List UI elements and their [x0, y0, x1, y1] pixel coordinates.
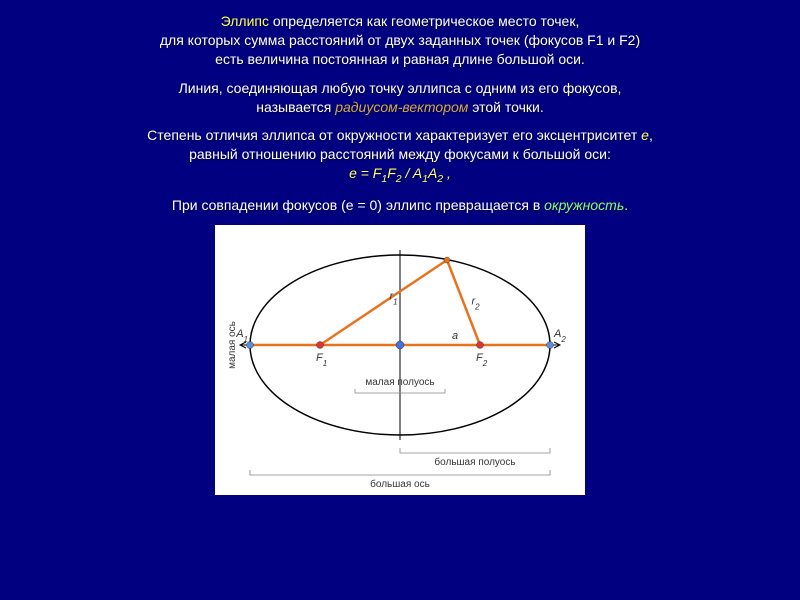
diagram-container: F1F2A1A2r1r2aмалая осьмалая полуосьбольш… [28, 225, 772, 495]
p2-line1: Линия, соединяющая любую точку эллипса с… [28, 79, 772, 98]
p3-line1: Степень отличия эллипса от окружности ха… [28, 126, 772, 145]
term-e: е [641, 127, 649, 143]
formula: e = F1F2 / A1A2 , [28, 164, 772, 186]
p2-line2: называется радиусом-вектором этой точки. [28, 98, 772, 117]
fc: F [387, 165, 396, 181]
fi: , [443, 165, 451, 181]
p4-line1: При совпадении фокусов (е = 0) эллипс пр… [28, 196, 772, 215]
p3-line2: равный отношению расстояний между фокуса… [28, 145, 772, 164]
svg-text:малая полуось: малая полуось [365, 377, 434, 388]
fe: / A [402, 165, 423, 181]
svg-text:A2: A2 [553, 328, 566, 344]
p4-a: При совпадении фокусов (е = 0) эллипс пр… [172, 197, 544, 213]
svg-text:F1: F1 [316, 352, 327, 368]
ellipse-diagram: F1F2A1A2r1r2aмалая осьмалая полуосьбольш… [215, 225, 585, 495]
p3-c: , [649, 127, 653, 143]
p1-line3: есть величина постоянная и равная длине … [28, 50, 772, 69]
p1-line1: Эллипс определяется как геометрическое м… [28, 12, 772, 31]
fa: e = F [349, 165, 381, 181]
term-radius-vector: радиусом-вектором [335, 99, 468, 115]
svg-text:r2: r2 [472, 296, 481, 312]
p1-line2: для которых сумма расстояний от двух зад… [28, 31, 772, 50]
paragraph-1: Эллипс определяется как геометрическое м… [28, 12, 772, 69]
p4-c: . [624, 197, 628, 213]
svg-text:F2: F2 [476, 352, 488, 368]
p2-b: называется [256, 99, 335, 115]
p3-a: Степень отличия эллипса от окружности ха… [147, 127, 641, 143]
p2-d: этой точки. [468, 99, 543, 115]
slide: Эллипс определяется как геометрическое м… [0, 0, 800, 600]
ellipse-svg: F1F2A1A2r1r2aмалая осьмалая полуосьбольш… [215, 225, 585, 495]
p1-line1-rest: определяется как геометрическое место то… [269, 13, 579, 29]
term-ellipse: Эллипс [221, 13, 269, 29]
svg-text:a: a [452, 330, 458, 342]
paragraph-4: При совпадении фокусов (е = 0) эллипс пр… [28, 196, 772, 215]
svg-text:большая ось: большая ось [370, 478, 430, 490]
paragraph-2: Линия, соединяющая любую точку эллипса с… [28, 79, 772, 117]
paragraph-3: Степень отличия эллипса от окружности ха… [28, 126, 772, 186]
term-circle: окружность [544, 197, 624, 213]
fg: A [428, 165, 437, 181]
svg-text:большая полуось: большая полуось [434, 456, 515, 468]
svg-text:малая ось: малая ось [227, 321, 238, 369]
